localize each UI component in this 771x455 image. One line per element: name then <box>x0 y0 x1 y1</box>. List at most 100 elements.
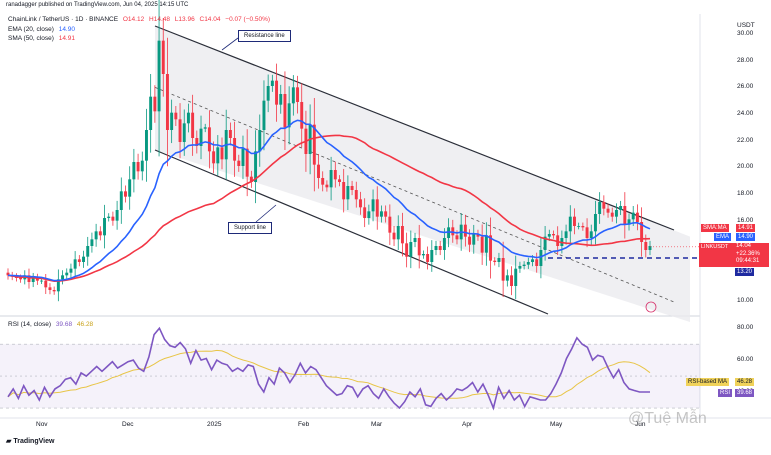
candle-body <box>165 74 169 130</box>
candle-body <box>367 211 371 218</box>
candle-body <box>631 212 635 220</box>
alert-icon <box>645 301 657 313</box>
candle-body <box>342 182 346 200</box>
candle-body <box>275 80 279 105</box>
rsi-label: RSI (14, close) <box>8 321 51 328</box>
candle-body <box>145 130 148 161</box>
candle-body <box>535 259 539 266</box>
time-tick-label: Nov <box>36 421 48 428</box>
candle-body <box>178 119 182 142</box>
symbol-legend: ChainLink / TetherUS · 1D · BINANCE O14.… <box>8 16 273 23</box>
candle-body <box>635 212 639 222</box>
candle-body <box>149 96 153 130</box>
price-tick-label: 28.00 <box>737 56 754 64</box>
tradingview-logo[interactable]: ▰ TradingView <box>6 437 54 445</box>
candle-body <box>640 222 644 242</box>
symbol-badge-label: LINKUSDT <box>701 244 729 250</box>
candle-body <box>262 100 266 130</box>
candle-body <box>212 151 216 164</box>
price-tick-label: 22.00 <box>737 136 754 144</box>
candle-body <box>451 227 455 236</box>
time-tick-label: Jun <box>635 421 646 428</box>
price-tick-label: 20.00 <box>737 163 754 171</box>
candle-body <box>73 259 77 269</box>
sma-value: 14.91 <box>58 35 75 42</box>
candle-body <box>233 138 237 161</box>
candle-body <box>40 280 44 282</box>
candle-body <box>400 226 404 244</box>
currency-label[interactable]: USDT <box>737 22 755 29</box>
tradingview-icon: ▰ <box>6 438 14 445</box>
candle-body <box>300 102 304 129</box>
candle-body <box>182 123 186 142</box>
candle-body <box>69 268 73 273</box>
candle-body <box>430 250 434 262</box>
candle-body <box>593 214 597 232</box>
candle-body <box>392 232 396 240</box>
ohlc-change: −0.07 (−0.50%) <box>225 16 271 23</box>
candle-body <box>573 216 576 226</box>
candle-body <box>501 258 505 281</box>
candle-body <box>426 254 430 262</box>
time-tick-label: Feb <box>298 421 310 428</box>
candle-body <box>581 226 585 228</box>
rsi-ma-value-badge: 46.28 <box>735 378 755 386</box>
candle-body <box>94 231 98 240</box>
candle-body <box>333 170 337 180</box>
candle-body <box>526 262 530 265</box>
sma-ma-badge-label: SMA:MA <box>703 225 727 231</box>
time-tick-label: May <box>550 421 563 428</box>
support-callout-arrow <box>255 204 277 223</box>
rsi-tick-label: 60.00 <box>737 356 754 364</box>
candle-body <box>98 231 102 236</box>
candle-body <box>614 210 618 217</box>
price-tick-label: 30.00 <box>737 30 754 37</box>
candle-body <box>157 40 161 112</box>
candle-body <box>270 80 274 86</box>
candle-body <box>199 128 203 146</box>
sma-legend[interactable]: SMA (50, close) 14.91 <box>8 35 78 42</box>
countdown: 09:44:31 <box>736 258 760 264</box>
price-tick-label: 24.00 <box>737 110 754 117</box>
candle-body <box>266 86 270 101</box>
tradingview-logo-text: TradingView <box>13 438 55 445</box>
candle-body <box>585 227 589 238</box>
candle-body <box>354 190 358 200</box>
candle-body <box>518 266 522 269</box>
candle-body <box>103 218 106 236</box>
candle-body <box>463 224 467 237</box>
symbol-title[interactable]: ChainLink / TetherUS · 1D · BINANCE <box>8 16 119 23</box>
ema-label: EMA (20, close) <box>8 26 54 33</box>
support-line <box>154 149 549 315</box>
ema-badge: EMA <box>714 233 732 241</box>
ema-legend[interactable]: EMA (20, close) 14.90 <box>8 26 78 33</box>
candle-body <box>312 124 316 165</box>
candle-body <box>627 219 631 225</box>
candle-body <box>489 235 493 261</box>
rsi-legend[interactable]: RSI (14, close) 39.68 46.28 <box>8 321 96 328</box>
candle-body <box>379 211 383 217</box>
candle-body <box>531 259 534 262</box>
candle-body <box>480 236 484 253</box>
candle-body <box>510 275 513 286</box>
candle-body <box>90 239 94 246</box>
candle-body <box>417 238 421 256</box>
watermark: @Tuệ Mẫn <box>628 410 707 427</box>
time-tick-label: Apr <box>462 421 473 428</box>
candle-body <box>161 40 165 74</box>
candle-body <box>321 178 325 185</box>
candle-body <box>552 234 555 236</box>
candle-body <box>350 186 354 190</box>
time-tick-label: Mar <box>371 421 383 428</box>
candle-body <box>384 211 388 217</box>
symbol-badge: LINKUSDT <box>699 243 733 267</box>
candle-body <box>228 130 232 138</box>
candle-body <box>124 191 127 197</box>
candle-body <box>405 243 409 257</box>
candle-body <box>363 207 367 218</box>
candle-body <box>610 212 614 217</box>
rsi-ma-badge: RSI-based MA <box>686 378 730 386</box>
candle-body <box>195 138 199 146</box>
